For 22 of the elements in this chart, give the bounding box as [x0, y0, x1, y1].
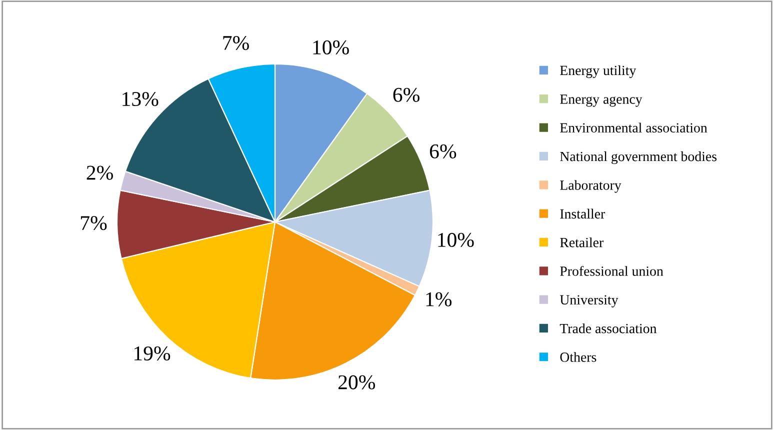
data-label: 10%: [438, 232, 474, 248]
legend-label: Energy utility: [560, 65, 636, 78]
data-label: 19%: [134, 346, 170, 361]
data-label: 6%: [430, 144, 456, 158]
data-label: 10%: [313, 40, 349, 54]
legend-label: Environmental association: [560, 122, 708, 133]
data-label: 2%: [86, 166, 113, 180]
legend-label: Trade association: [560, 323, 657, 334]
legend-label: Retailer: [560, 237, 604, 248]
data-label: 13%: [122, 92, 158, 106]
data-label: 1%: [426, 292, 452, 306]
legend-label: Laboratory: [560, 180, 622, 193]
legend-label: University: [560, 295, 618, 308]
legend-label: Energy agency: [560, 94, 642, 107]
legend-label: Professional union: [560, 266, 664, 276]
legend-label: National government bodies: [560, 151, 717, 164]
data-label: 7%: [81, 216, 107, 230]
legend-label: Installer: [560, 208, 606, 219]
legend-label: Others: [560, 352, 596, 362]
data-label: 20%: [338, 375, 376, 390]
data-label: 6%: [393, 88, 420, 102]
data-label: 7%: [223, 36, 249, 50]
